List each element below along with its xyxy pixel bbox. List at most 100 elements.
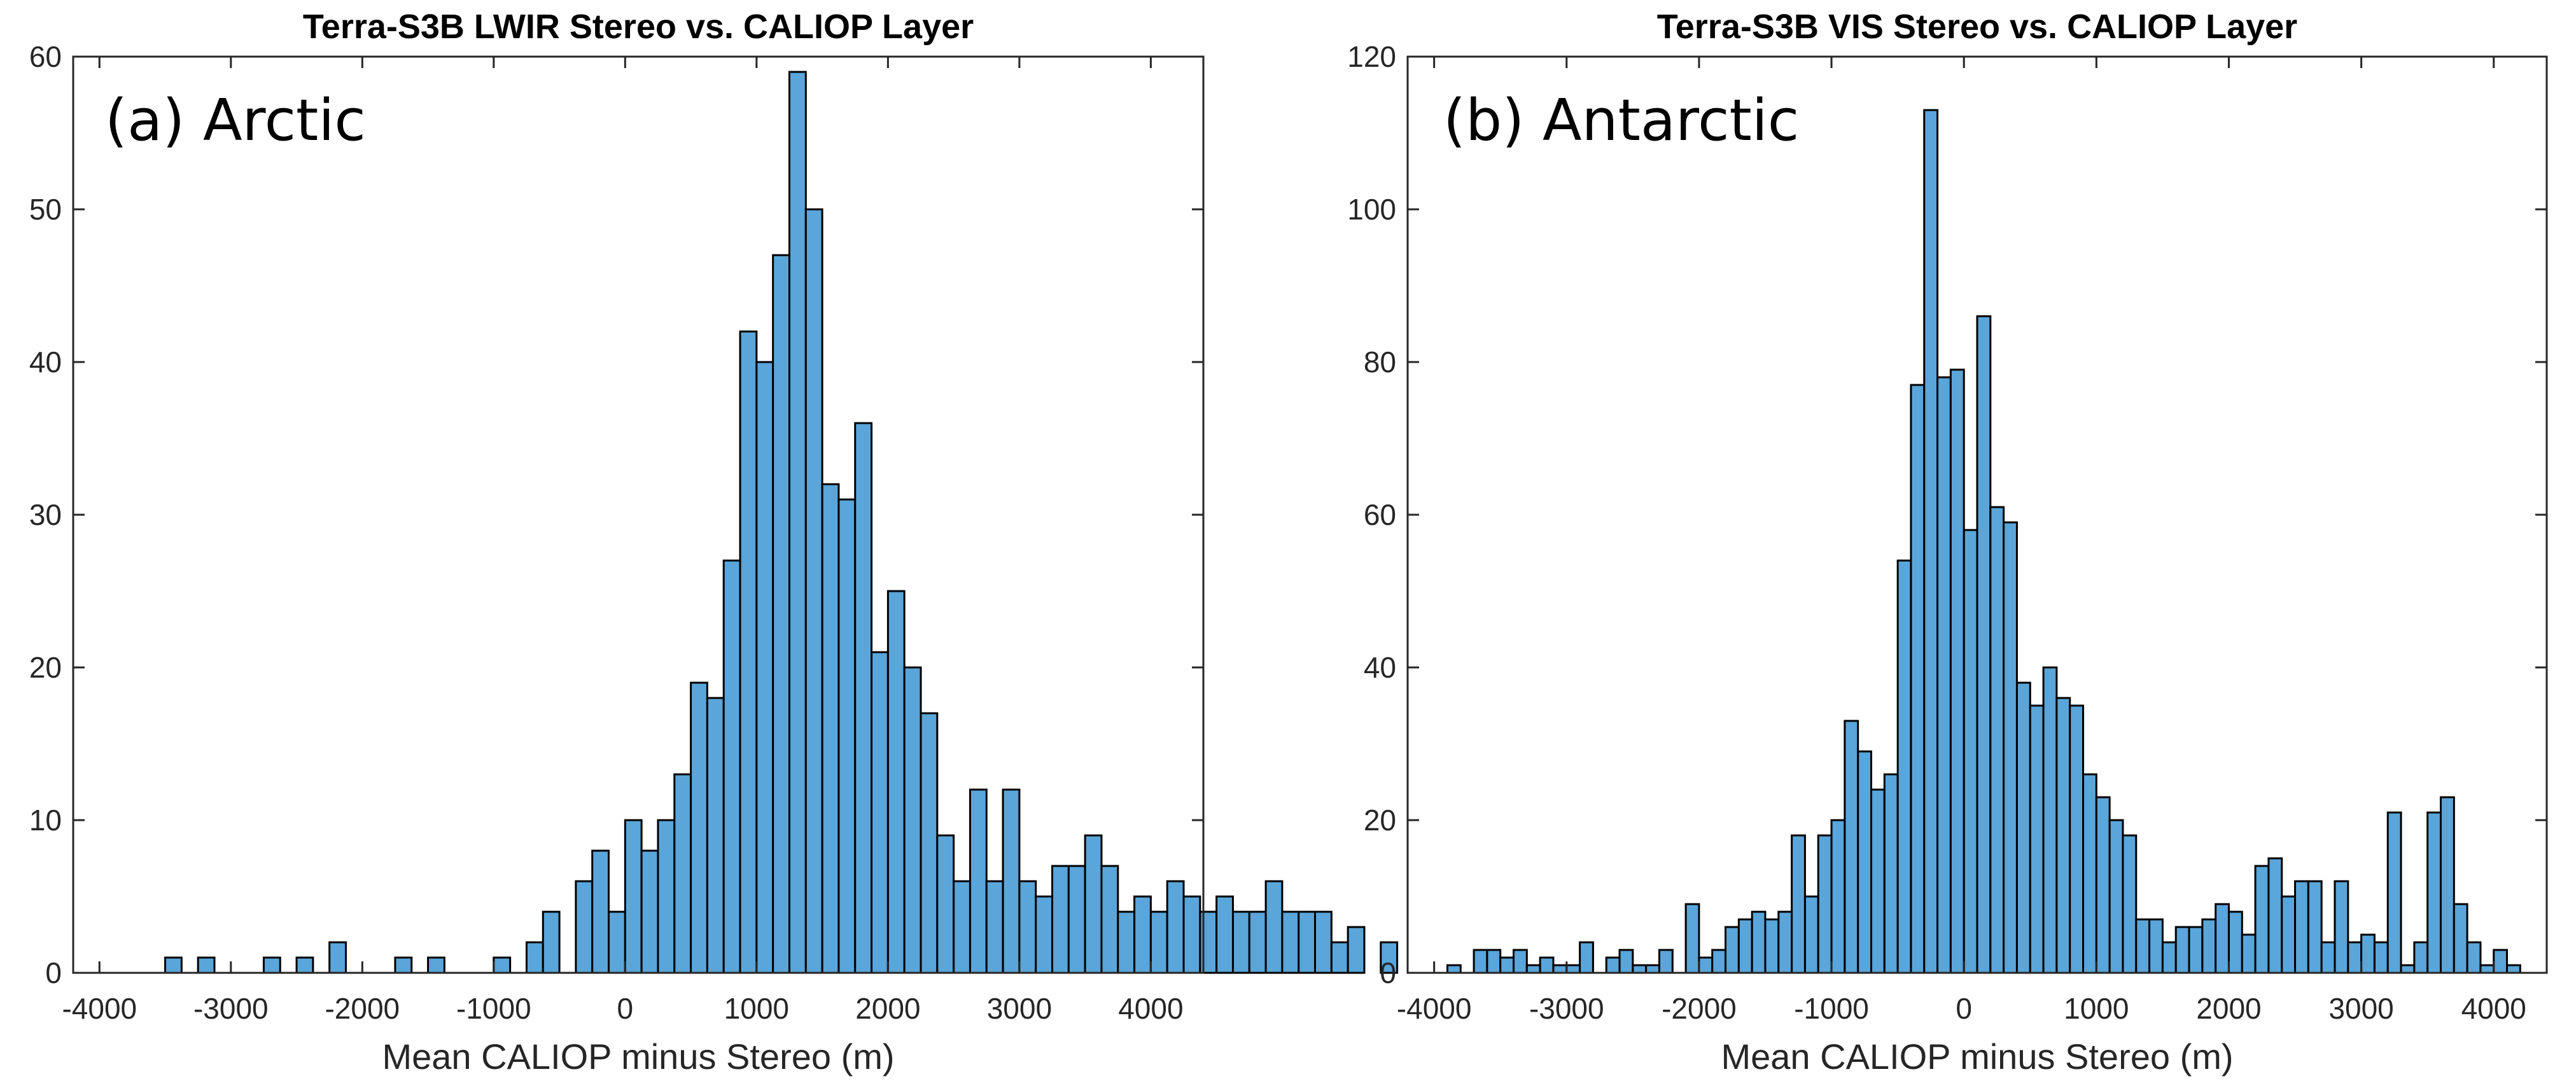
histogram-bar xyxy=(2015,681,2031,974)
histogram-bar xyxy=(1380,941,1399,974)
histogram-bar xyxy=(1525,964,1541,974)
y-tick-label: 40 xyxy=(29,345,62,379)
histogram-bar xyxy=(164,956,183,974)
x-tick-label: -1000 xyxy=(456,992,531,1025)
histogram-bar xyxy=(1347,926,1366,974)
x-tick-label: 0 xyxy=(617,992,634,1025)
histogram-bar xyxy=(920,712,939,974)
histogram-bar xyxy=(1539,956,1555,974)
x-tick-label: 2000 xyxy=(2196,992,2261,1025)
histogram-bar xyxy=(1632,964,1648,974)
histogram-bar xyxy=(2148,918,2164,974)
histogram-bar xyxy=(1051,865,1070,974)
histogram-bar xyxy=(1330,941,1349,974)
histogram-bar xyxy=(1803,895,1819,974)
histogram-bar xyxy=(2069,704,2085,974)
histogram-bar xyxy=(1018,880,1037,974)
histogram-bar xyxy=(1698,956,1714,974)
histogram-bar xyxy=(1817,834,1833,974)
histogram-bar xyxy=(722,559,741,974)
histogram-bar xyxy=(640,849,659,974)
histogram-bar xyxy=(328,941,347,974)
histogram-bar xyxy=(608,910,626,974)
bar-series xyxy=(164,71,1399,974)
histogram-bar xyxy=(2254,865,2270,974)
histogram-bar xyxy=(2188,926,2204,974)
histogram-bar xyxy=(772,254,790,974)
y-tick-label: 40 xyxy=(1364,651,1396,684)
histogram-bar xyxy=(2082,773,2097,974)
histogram-bar xyxy=(1166,880,1185,974)
x-tick-label: -2000 xyxy=(325,992,400,1025)
histogram-bar xyxy=(1035,895,1054,974)
y-tick-label: 80 xyxy=(1364,345,1396,379)
histogram-bar xyxy=(1002,788,1021,974)
histogram-bar xyxy=(1777,910,1793,974)
y-tick-label: 30 xyxy=(29,498,62,531)
histogram-bar xyxy=(493,956,512,974)
histogram-bar xyxy=(1645,964,1660,974)
histogram-bar xyxy=(1737,918,1753,974)
histogram-bar xyxy=(2108,819,2124,974)
histogram-bar xyxy=(2453,903,2468,974)
histogram-bar xyxy=(1605,956,1621,974)
histogram-bar xyxy=(673,773,692,974)
x-tick-label: 1000 xyxy=(724,992,789,1025)
histogram-bar xyxy=(2267,857,2283,974)
x-tick-label: -3000 xyxy=(193,992,269,1025)
y-tick-label: 60 xyxy=(29,40,62,73)
x-tick-label: -1000 xyxy=(1794,992,1869,1025)
histogram-bar xyxy=(2174,926,2190,974)
histogram-bar xyxy=(1857,750,1872,974)
histogram-bar xyxy=(2493,949,2509,974)
histogram-bar xyxy=(690,681,708,974)
y-tick-label: 0 xyxy=(45,956,62,989)
histogram-bar xyxy=(2386,811,2402,974)
chart-arctic: Terra-S3B LWIR Stereo vs. CALIOP Layer -… xyxy=(29,8,1399,1077)
y-tick-label: 20 xyxy=(29,651,62,684)
histogram-bar xyxy=(197,956,216,974)
x-axis-label: Mean CALIOP minus Stereo (m) xyxy=(382,1036,894,1077)
histogram-bar xyxy=(1883,773,1899,974)
histogram-bar xyxy=(755,361,774,974)
histogram-bar xyxy=(1281,910,1300,974)
histogram-bar xyxy=(1791,834,1806,974)
histogram-bar xyxy=(1133,895,1152,974)
histogram-bar xyxy=(2334,880,2349,974)
histogram-bar xyxy=(2215,903,2230,974)
x-tick-label: 1000 xyxy=(2064,992,2129,1025)
chart-antarctic: Terra-S3B VIS Stereo vs. CALIOP Layer -4… xyxy=(1347,8,2548,1077)
histogram-bar xyxy=(394,956,413,974)
y-tick-label: 100 xyxy=(1347,193,1396,226)
histogram-bar xyxy=(1067,865,1086,974)
histogram-bar xyxy=(1896,559,1912,974)
histogram-bar xyxy=(2347,941,2363,974)
histogram-bar xyxy=(427,956,445,974)
panel-label: (b) Antarctic xyxy=(1443,87,1799,154)
histogram-bar xyxy=(1182,895,1201,974)
histogram-bar xyxy=(2307,880,2323,974)
histogram-bar xyxy=(706,697,725,974)
histogram-bar xyxy=(2003,521,2018,974)
y-tick-label: 10 xyxy=(29,804,62,837)
histogram-bar xyxy=(804,208,823,974)
histogram-bar xyxy=(1446,964,1462,974)
histogram-bar xyxy=(1513,949,1528,974)
histogram-bar xyxy=(262,956,281,974)
histogram-bar xyxy=(1149,910,1168,974)
x-tick-label: 3000 xyxy=(2328,992,2393,1025)
histogram-bar xyxy=(2320,941,2336,974)
histogram-bar xyxy=(1711,949,1727,974)
histogram-bar xyxy=(2294,880,2309,974)
histogram-bar xyxy=(1100,865,1119,974)
histogram-bar xyxy=(854,422,873,974)
histogram-bar xyxy=(1084,834,1103,974)
histogram-bar xyxy=(2479,964,2495,974)
histogram-bar xyxy=(1215,895,1234,974)
histogram-bar xyxy=(1552,964,1568,974)
histogram-bar xyxy=(542,910,561,974)
histogram-bar xyxy=(1499,956,1515,974)
histogram-bar xyxy=(1976,315,1992,974)
histogram-bar xyxy=(1486,949,1502,974)
histogram-bar xyxy=(1565,964,1581,974)
